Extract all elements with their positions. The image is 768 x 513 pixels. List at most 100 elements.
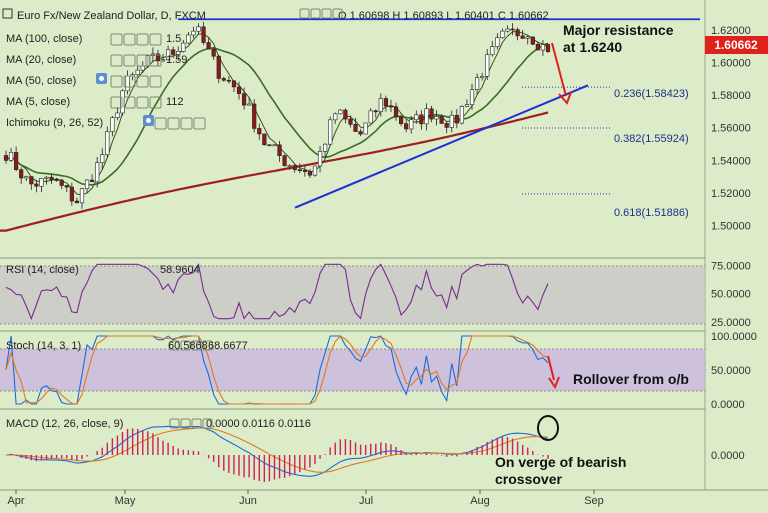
- price-pane[interactable]: [0, 18, 700, 232]
- candle: [312, 165, 318, 177]
- price-tick-label: 1.60000: [711, 57, 751, 69]
- candle: [69, 182, 74, 206]
- stoch-label[interactable]: Stoch (14, 3, 1): [6, 340, 81, 352]
- candle: [54, 177, 59, 182]
- settings-icon: [180, 340, 191, 351]
- crossover-circle-icon: [537, 415, 559, 441]
- settings-icon: [110, 33, 123, 46]
- candle: [257, 123, 262, 140]
- macd-annotation: On verge of bearish: [495, 454, 626, 470]
- macd-signal-line: [5, 427, 549, 473]
- settings-icon: [191, 340, 202, 351]
- candle: [29, 176, 34, 190]
- legend-ma100[interactable]: MA (100, close): [6, 33, 82, 45]
- stoch-band: [0, 349, 705, 391]
- candle: [196, 23, 201, 35]
- candle: [454, 109, 459, 129]
- rsi-label[interactable]: RSI (14, close): [6, 264, 79, 276]
- rsi-tick-label: 25.0000: [711, 317, 751, 329]
- settings-icon: [332, 8, 343, 19]
- candle: [19, 167, 24, 184]
- candle: [297, 163, 302, 174]
- candle: [135, 65, 140, 77]
- candle: [191, 26, 196, 39]
- candle: [292, 163, 297, 173]
- candle: [181, 39, 186, 53]
- candle: [459, 105, 464, 125]
- rsi-band: [0, 266, 705, 324]
- macd-annotation-2: crossover: [495, 471, 562, 487]
- candle: [404, 120, 409, 133]
- candle: [165, 45, 171, 61]
- fib-0236-label: 0.236(1.58423): [614, 88, 689, 100]
- legend-ma100-value: 1.5: [166, 33, 181, 45]
- legend-ma50[interactable]: MA (50, close): [6, 75, 76, 87]
- candle: [469, 83, 475, 110]
- rsi-pane[interactable]: [5, 262, 549, 321]
- candle: [535, 41, 540, 51]
- candle: [110, 115, 115, 137]
- candle: [302, 166, 307, 177]
- settings-icon: [149, 96, 162, 109]
- stoch-tick-label: 0.0000: [711, 399, 745, 411]
- ma100-line: [0, 111, 549, 232]
- rsi-tick-label: 50.0000: [711, 289, 751, 301]
- macd-signal-value: 0.0116: [278, 418, 311, 430]
- legend-ma20[interactable]: MA (20, close): [6, 54, 76, 66]
- macd-line: [5, 425, 549, 477]
- candle: [373, 109, 378, 118]
- candle: [495, 33, 500, 50]
- price-scale[interactable]: [705, 0, 768, 513]
- candle: [201, 21, 206, 45]
- candle: [348, 115, 353, 128]
- rsi-line: [5, 262, 549, 321]
- rsi-value: 58.9604: [160, 264, 200, 276]
- candle: [49, 173, 54, 185]
- candle: [211, 47, 216, 60]
- candle: [505, 25, 510, 33]
- legend-ichimoku[interactable]: Ichimoku (9, 26, 52): [6, 117, 103, 129]
- candle: [3, 150, 9, 164]
- candle: [34, 179, 39, 193]
- stoch-pane[interactable]: [5, 335, 560, 405]
- last-price-text: 1.60662: [714, 38, 758, 52]
- candle: [399, 114, 404, 127]
- macd-tick-label: 0.0000: [711, 450, 745, 462]
- stoch-k-value: 60.5868: [168, 340, 208, 352]
- candle: [424, 103, 429, 131]
- settings-icon: [110, 75, 123, 88]
- rollover-annotation: Rollover from o/b: [573, 371, 689, 387]
- candle: [262, 133, 267, 146]
- settings-icon: [180, 117, 193, 130]
- legend-icons[interactable]: [110, 8, 343, 429]
- candle: [236, 81, 242, 100]
- settings-icon: [149, 54, 162, 67]
- candle: [125, 70, 130, 95]
- candle: [277, 140, 282, 162]
- legend-ma20-value: 1.59: [166, 54, 187, 66]
- collapse-icon[interactable]: [2, 8, 13, 19]
- candle: [388, 99, 394, 113]
- month-label: Jul: [359, 495, 373, 507]
- candle: [464, 99, 470, 108]
- candle: [241, 87, 247, 110]
- resistance-annotation-2: at 1.6240: [563, 39, 622, 55]
- candle: [434, 110, 439, 126]
- macd-pane[interactable]: [5, 415, 559, 482]
- candle: [383, 95, 389, 112]
- candle: [39, 177, 44, 193]
- candle: [520, 30, 525, 40]
- candle: [540, 40, 546, 56]
- candle: [100, 148, 105, 169]
- candle: [317, 146, 323, 173]
- candle: [515, 27, 520, 41]
- legend-ma5[interactable]: MA (5, close): [6, 96, 70, 108]
- candle: [231, 80, 237, 92]
- candle: [226, 75, 231, 84]
- settings-icon: [136, 54, 149, 67]
- macd-label[interactable]: MACD (12, 26, close, 9): [6, 418, 123, 430]
- candle: [328, 116, 333, 145]
- candle: [74, 197, 80, 204]
- candle: [409, 116, 414, 134]
- settings-icon: [299, 8, 310, 19]
